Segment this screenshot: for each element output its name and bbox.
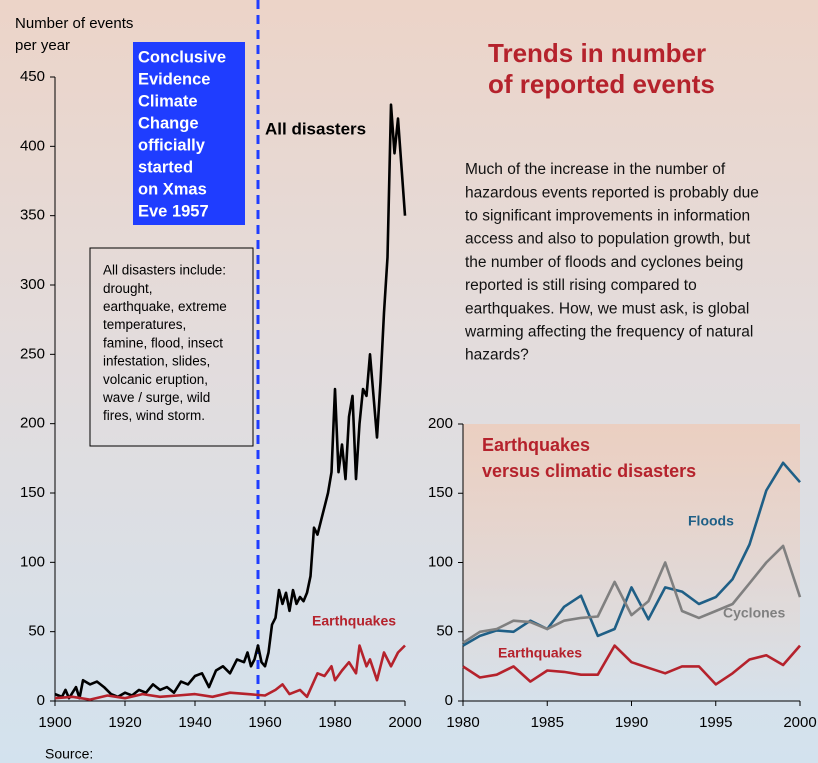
x-tick-label: 1920: [108, 714, 141, 731]
y-tick-label: 250: [20, 345, 45, 362]
panel-background: [463, 424, 800, 701]
description: hazards?: [465, 347, 529, 364]
x-tick-label: 1980: [446, 714, 479, 731]
note-text: volcanic eruption,: [103, 372, 208, 387]
note-text: All disasters include:: [103, 263, 226, 278]
y-tick-label: 0: [445, 692, 453, 709]
y-tick-label: 50: [28, 623, 45, 640]
source: Source:: [45, 746, 93, 762]
y-axis-label: Number of events: [15, 15, 133, 32]
description: hazardous events reported is probably du…: [465, 184, 759, 201]
event-text: Evidence: [138, 70, 210, 88]
event-text: Change: [138, 114, 199, 132]
description: earthquakes. How, we must ask, is global: [465, 300, 749, 317]
x-tick-label: 1900: [38, 714, 71, 731]
y-tick-label: 300: [20, 276, 45, 293]
x-tick-label: 2000: [388, 714, 421, 731]
series-line: [462, 544, 802, 644]
y-tick-label: 200: [428, 415, 453, 432]
series-label: All disasters: [265, 119, 366, 138]
series-line: [462, 644, 801, 686]
note-box: [89, 247, 254, 447]
series-label: Earthquakes: [312, 613, 396, 629]
event-text: started: [138, 158, 193, 176]
chart-title: versus climatic disasters: [482, 461, 696, 481]
event-box: [133, 42, 245, 225]
y-tick-label: 200: [20, 415, 45, 432]
series-line: [462, 461, 801, 647]
page-title: Trends in number: [488, 38, 706, 68]
y-tick-label: 50: [436, 623, 453, 640]
y-tick-label: 450: [20, 68, 45, 85]
note-text: famine, flood, insect: [103, 335, 223, 350]
x-tick-label: 1980: [318, 714, 351, 731]
series-label: Earthquakes: [498, 645, 582, 661]
event-text: Eve 1957: [138, 202, 209, 220]
y-tick-label: 150: [20, 484, 45, 501]
x-tick-label: 1990: [615, 714, 648, 731]
event-text: Climate: [138, 92, 198, 110]
description: reported is still rising compared to: [465, 277, 697, 294]
note-text: temperatures,: [103, 317, 186, 332]
description: to significant improvements in informati…: [465, 207, 750, 224]
note-text: wave / surge, wild: [102, 390, 210, 405]
series-label: Cyclones: [723, 605, 785, 621]
series-line: [54, 103, 407, 700]
note-text: fires, wind storm.: [103, 408, 205, 423]
event-text: officially: [138, 136, 206, 154]
series-label: Floods: [688, 513, 734, 529]
description: access and also to population growth, bu…: [465, 231, 751, 248]
note-text: earthquake, extreme: [103, 299, 227, 314]
y-tick-label: 100: [20, 553, 45, 570]
y-tick-label: 100: [428, 553, 453, 570]
y-tick-label: 150: [428, 484, 453, 501]
y-axis-label: per year: [15, 37, 70, 54]
note-text: drought,: [103, 281, 153, 296]
series-line: [54, 644, 406, 701]
description: the number of floods and cyclones being: [465, 254, 743, 271]
x-tick-label: 1985: [531, 714, 564, 731]
event-text: on Xmas: [138, 180, 207, 198]
x-tick-label: 1960: [248, 714, 281, 731]
x-tick-label: 2000: [783, 714, 816, 731]
x-tick-label: 1995: [699, 714, 732, 731]
page-title: of reported events: [488, 69, 715, 99]
x-tick-label: 1940: [178, 714, 211, 731]
y-tick-label: 350: [20, 207, 45, 224]
y-tick-label: 400: [20, 137, 45, 154]
note-text: infestation, slides,: [103, 354, 210, 369]
description: Much of the increase in the number of: [465, 161, 726, 178]
y-tick-label: 0: [37, 692, 45, 709]
chart-title: Earthquakes: [482, 435, 590, 455]
description: warming affecting the frequency of natur…: [464, 323, 753, 340]
event-text: Conclusive: [138, 48, 226, 66]
